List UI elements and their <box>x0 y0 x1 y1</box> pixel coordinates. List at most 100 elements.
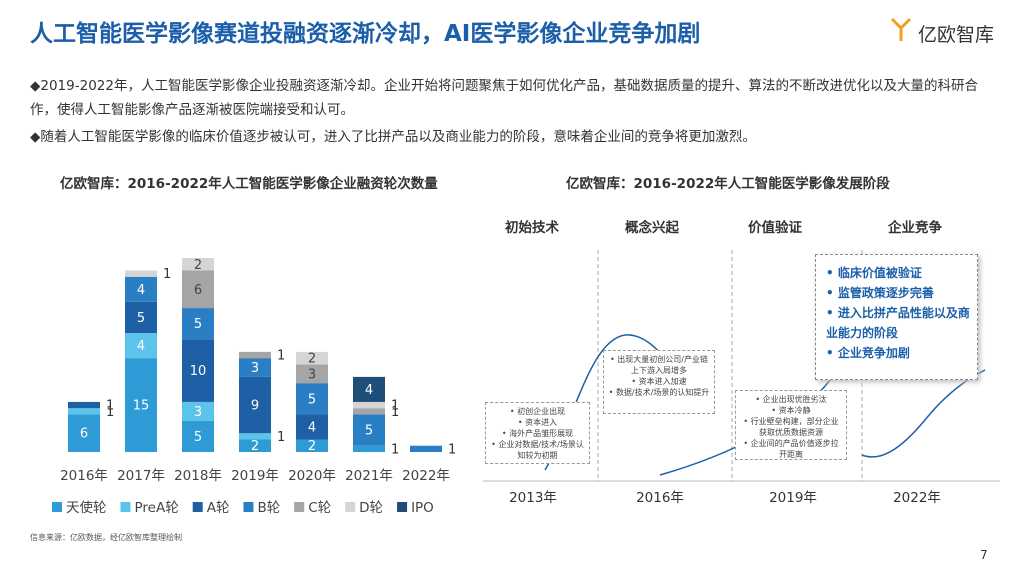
value-label: 5 <box>194 317 202 332</box>
value-label: 1 <box>391 442 399 457</box>
value-label: 1 <box>277 349 285 364</box>
legend-swatch <box>52 502 62 512</box>
bar-segment <box>182 258 214 271</box>
bar-segment <box>182 401 214 421</box>
year-label: 2013年 <box>509 490 557 506</box>
value-label: 10 <box>190 364 207 379</box>
bar-segment <box>353 401 385 409</box>
slide-title: 人工智能医学影像赛道投融资逐渐冷却，AI医学影像企业竞争加剧 <box>30 21 701 47</box>
box-item: 资本冷静 <box>740 405 842 416</box>
bar-segment <box>239 358 271 377</box>
value-label: 4 <box>137 339 145 354</box>
stage-label: 价值验证 <box>748 219 802 236</box>
value-label: 5 <box>365 424 373 439</box>
box-item: 企业出现优胜劣汰 <box>740 394 842 405</box>
bar-segment <box>296 414 328 440</box>
stage-label: 概念兴起 <box>625 219 679 236</box>
legend-swatch <box>192 502 203 512</box>
value-label: 9 <box>251 399 259 414</box>
value-label: 1 <box>391 399 399 414</box>
value-label: 2 <box>308 439 316 454</box>
bar-segment <box>182 339 214 402</box>
value-label: 1 <box>277 430 285 445</box>
bar-segment <box>125 301 157 334</box>
bar-segment <box>68 414 100 452</box>
x-tick-label: 2020年 <box>288 468 336 484</box>
legend-label: PreA轮 <box>135 500 179 516</box>
value-label: 3 <box>308 367 316 382</box>
bar-segment <box>239 439 271 452</box>
legend-swatch <box>120 502 131 512</box>
bar-segment <box>182 420 214 452</box>
legend-label: D轮 <box>359 500 383 516</box>
bar-segment <box>125 333 157 359</box>
value-label: 1 <box>163 267 171 282</box>
x-tick-label: 2017年 <box>117 468 165 484</box>
stage-box: 临床价值被验证监管政策逐步完善进入比拼产品性能以及商业能力的阶段企业竞争加剧 <box>815 254 978 380</box>
value-label: 3 <box>194 405 202 420</box>
logo-icon <box>890 17 912 41</box>
stage-box: 企业出现优胜劣汰资本冷静行业壁垒构建，部分企业获取优质数据资源企业间的产品价值逐… <box>735 390 847 460</box>
value-label: 4 <box>365 383 373 398</box>
box-list: 企业出现优胜劣汰资本冷静行业壁垒构建，部分企业获取优质数据资源企业间的产品价值逐… <box>740 394 842 460</box>
source-note: 信息来源：亿欧数据，经亿欧智库整理绘制 <box>30 533 182 542</box>
bar-segment <box>182 308 214 340</box>
year-label: 2022年 <box>893 490 941 506</box>
bullet: ◆2019-2022年，人工智能医学影像企业投融资逐渐冷却。企业开始将问题聚焦于… <box>30 78 978 118</box>
value-label: 15 <box>133 399 150 414</box>
legend-label: 天使轮 <box>66 499 107 516</box>
bar-segment <box>296 439 328 452</box>
box-item: 企业间的产品价值逐步拉开距离 <box>740 438 842 460</box>
box-item: 企业竞争加剧 <box>826 343 971 363</box>
x-tick-label: 2016年 <box>60 468 108 484</box>
chart-title: 亿欧智库：2016-2022年人工智能医学影像企业融资轮次数量 <box>60 176 438 192</box>
value-label: 1 <box>448 442 456 457</box>
box-list: 临床价值被验证监管政策逐步完善进入比拼产品性能以及商业能力的阶段企业竞争加剧 <box>826 263 971 363</box>
legend-swatch <box>397 502 408 512</box>
box-item: 监管政策逐步完善 <box>826 283 971 303</box>
legend-swatch <box>294 502 305 512</box>
legend-label: C轮 <box>308 500 331 516</box>
box-item: 资本进入 <box>490 417 585 428</box>
legend-swatch <box>345 502 356 512</box>
x-tick-label: 2021年 <box>345 468 393 484</box>
x-tick-label: 2019年 <box>231 468 279 484</box>
curve <box>861 369 986 458</box>
x-tick-label: 2022年 <box>402 468 450 484</box>
legend-label: A轮 <box>207 500 230 516</box>
bar-segment <box>125 276 157 302</box>
bar-segment <box>239 376 271 434</box>
legend-swatch <box>243 502 254 512</box>
box-list: 初创企业出现资本进入海外产品雏形展现企业对数据/技术/场景认知较为初期 <box>490 406 585 461</box>
bar-segment <box>68 401 100 409</box>
box-item: 企业对数据/技术/场景认知较为初期 <box>490 439 585 461</box>
stage-label: 初始技术 <box>505 219 559 236</box>
bar-segment <box>68 408 100 415</box>
bar-segment <box>410 445 442 452</box>
box-item: 出现大量初创公司/产业链上下游入局增多 <box>608 354 710 376</box>
value-label: 3 <box>251 361 259 376</box>
box-item: 进入比拼产品性能以及商业能力的阶段 <box>826 303 971 343</box>
bar-segment <box>353 408 385 415</box>
stage-label: 企业竞争 <box>887 219 942 236</box>
value-label: 6 <box>194 283 202 298</box>
box-item: 海外产品雏形展现 <box>490 428 585 439</box>
bar-segment <box>353 414 385 446</box>
diagram-title: 亿欧智库：2016-2022年人工智能医学影像发展阶段 <box>566 176 890 192</box>
x-tick-label: 2018年 <box>174 468 222 484</box>
bullet: ◆随着人工智能医学影像的临床价值逐步被认可，进入了比拼产品以及商业能力的阶段，意… <box>30 129 756 145</box>
bar-segment <box>353 445 385 452</box>
value-label: 4 <box>308 420 316 435</box>
box-item: 临床价值被验证 <box>826 263 971 283</box>
bar-segment <box>182 270 214 309</box>
box-item: 数据/技术/场景的认知提升 <box>608 387 710 398</box>
bar-segment <box>296 351 328 365</box>
bar-segment <box>239 351 271 359</box>
logo-text: 亿欧智库 <box>918 24 995 46</box>
stage-box: 初创企业出现资本进入海外产品雏形展现企业对数据/技术/场景认知较为初期 <box>485 402 590 464</box>
value-label: 5 <box>308 392 316 407</box>
value-label: 2 <box>251 439 259 454</box>
value-label: 5 <box>194 430 202 445</box>
